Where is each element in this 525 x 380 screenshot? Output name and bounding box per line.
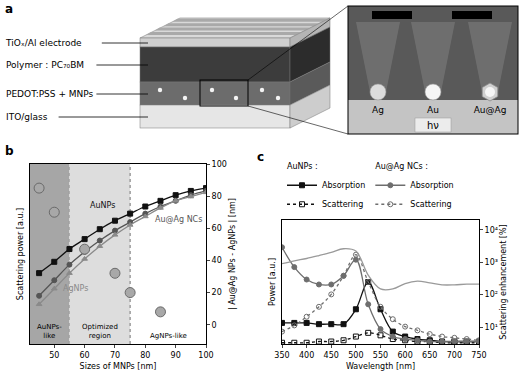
svg-text:450: 450 — [324, 351, 339, 360]
svg-text:80: 80 — [212, 192, 222, 201]
svg-text:20: 20 — [212, 288, 222, 297]
svg-text:Absorption: Absorption — [410, 181, 453, 190]
svg-text:10³: 10³ — [485, 258, 498, 267]
svg-text:AgNPs: AgNPs — [63, 284, 88, 293]
svg-text:AuNPs :: AuNPs : — [287, 162, 318, 171]
svg-text:90: 90 — [171, 351, 181, 360]
svg-text:10¹: 10¹ — [485, 323, 498, 332]
svg-text:100: 100 — [212, 160, 227, 169]
svg-text:Au: Au — [427, 105, 439, 115]
svg-text:650: 650 — [422, 351, 437, 360]
svg-text:ITO/glass: ITO/glass — [6, 112, 48, 122]
svg-text:b: b — [5, 144, 14, 158]
svg-text:Au@Ag: Au@Ag — [474, 105, 507, 115]
svg-text:AuNPs-like: AuNPs-like — [37, 323, 62, 340]
svg-text:PEDOT:PSS + MNPs: PEDOT:PSS + MNPs — [6, 89, 94, 99]
svg-text:50: 50 — [49, 351, 59, 360]
svg-text:750: 750 — [471, 351, 486, 360]
svg-text:Ag: Ag — [372, 105, 384, 115]
svg-text:TiOₓ/Al electrode: TiOₓ/Al electrode — [5, 38, 82, 48]
svg-text:Power [a.u.]: Power [a.u.] — [268, 258, 277, 306]
svg-text:c: c — [257, 150, 264, 164]
svg-text:60: 60 — [212, 224, 222, 233]
svg-text:AuNPs: AuNPs — [90, 201, 115, 210]
svg-text:400: 400 — [299, 351, 314, 360]
svg-text:80: 80 — [140, 351, 150, 360]
svg-text:40: 40 — [212, 256, 222, 265]
svg-text:10⁴: 10⁴ — [485, 226, 498, 235]
svg-text:500: 500 — [348, 351, 363, 360]
svg-text:Optimizedregion: Optimizedregion — [82, 323, 118, 340]
svg-text:Scattering enhancement [%]: Scattering enhancement [%] — [499, 224, 508, 339]
svg-text:a: a — [5, 2, 13, 16]
svg-text:AgNPs-like: AgNPs-like — [150, 332, 187, 340]
svg-text:Sizes of MNPs [nm]: Sizes of MNPs [nm] — [80, 362, 157, 371]
svg-text:hν: hν — [427, 120, 439, 131]
svg-text:Scattering: Scattering — [322, 200, 363, 209]
svg-text:100: 100 — [198, 351, 213, 360]
svg-text:Scattering: Scattering — [410, 200, 451, 209]
svg-text:350: 350 — [274, 351, 289, 360]
svg-text:Polymer : PC₇₀BM: Polymer : PC₇₀BM — [6, 60, 84, 70]
svg-text:| Au@Ag NPs - AgNPs | [nm]: | Au@Ag NPs - AgNPs | [nm] — [228, 198, 237, 310]
svg-text:Wavelength [nm]: Wavelength [nm] — [346, 362, 415, 371]
svg-text:60: 60 — [80, 351, 90, 360]
svg-text:700: 700 — [447, 351, 462, 360]
svg-text:Scattering power [a.u.]: Scattering power [a.u.] — [16, 208, 25, 300]
svg-text:Au@Ag NCs :: Au@Ag NCs : — [375, 162, 428, 171]
svg-text:Absorption: Absorption — [322, 181, 365, 190]
svg-text:0: 0 — [212, 321, 217, 330]
svg-text:70: 70 — [110, 351, 120, 360]
svg-text:10²: 10² — [485, 290, 498, 299]
svg-text:Au@Ag NCs: Au@Ag NCs — [155, 215, 202, 224]
svg-text:550: 550 — [373, 351, 388, 360]
svg-text:600: 600 — [397, 351, 412, 360]
